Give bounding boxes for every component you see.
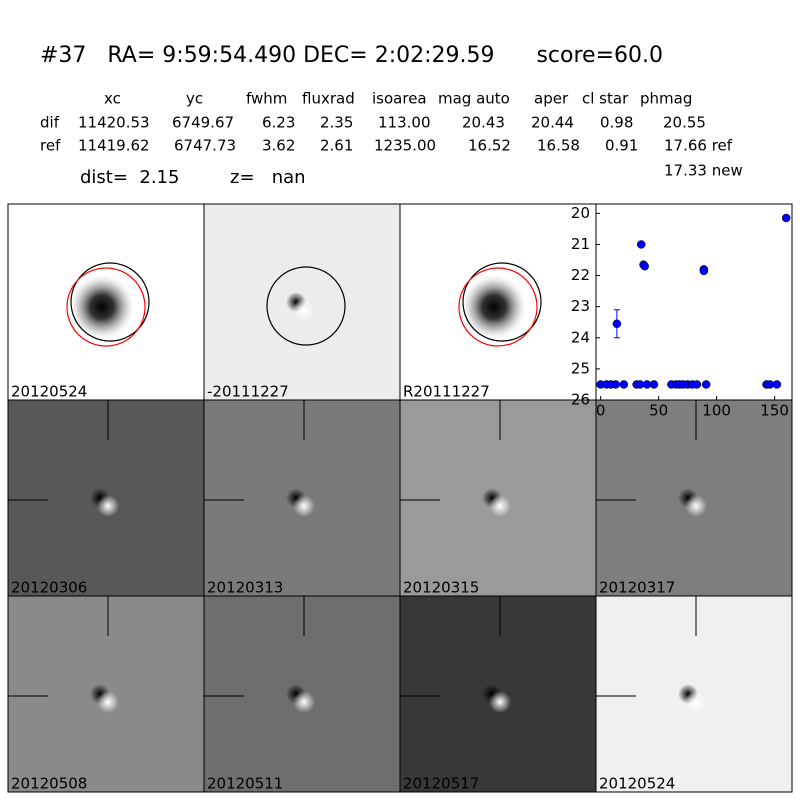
- aperture: [462, 262, 542, 342]
- x-tick-label: 0: [596, 402, 606, 420]
- dist: dist= 2.15: [80, 167, 179, 188]
- point: [699, 266, 709, 276]
- title: #37 RA= 9:59:54.490 DEC= 2:02:29.59 scor…: [40, 43, 663, 68]
- table-cell: 6749.67: [172, 114, 234, 132]
- table-cell: 20.44: [531, 114, 574, 132]
- point: [772, 380, 782, 389]
- panel-label: 20120313: [207, 579, 283, 597]
- aperture-ref: [66, 267, 146, 347]
- aperture: [266, 266, 346, 346]
- panel-label: 20120315: [403, 579, 479, 597]
- point: [619, 380, 629, 389]
- panel-label: 20120517: [403, 775, 479, 793]
- star: [460, 273, 528, 341]
- panel-label: 20120508: [11, 775, 87, 793]
- table-cell: 17.66 ref: [664, 137, 733, 155]
- residual-light: [97, 495, 119, 517]
- star: [68, 273, 136, 341]
- x-tick-label: 50: [649, 402, 668, 420]
- panel-label: R20111227: [403, 383, 490, 401]
- residual-light: [293, 495, 315, 517]
- panel-label: 20120524: [11, 383, 87, 401]
- table-cell: 2.61: [320, 137, 353, 155]
- y-tick-label: 22: [571, 266, 590, 284]
- column-header: phmag: [640, 90, 692, 108]
- table-cell: 16.52: [468, 137, 511, 155]
- panel-label: 20120511: [207, 775, 283, 793]
- table-cell: 16.58: [537, 137, 580, 155]
- column-header: fluxrad: [302, 90, 355, 108]
- row-label: dif: [40, 114, 60, 132]
- table-cell: 0.91: [605, 137, 638, 155]
- table-cell: 113.00: [378, 114, 431, 132]
- table-cell: 11419.62: [78, 137, 150, 155]
- panel-label: 20120524: [599, 775, 675, 793]
- residual-light: [293, 299, 315, 321]
- x-tick-label: 150: [760, 402, 789, 420]
- table-cell: 1235.00: [374, 137, 436, 155]
- point: [640, 261, 649, 271]
- point: [611, 380, 620, 389]
- residual-light: [685, 691, 707, 713]
- column-header: mag auto: [438, 90, 510, 108]
- table-cell: 20.55: [663, 114, 706, 132]
- y-tick-label: 23: [571, 297, 590, 315]
- table-cell: 6747.73: [174, 137, 236, 155]
- aperture: [70, 262, 150, 342]
- point: [701, 380, 711, 389]
- y-tick-label: 25: [571, 359, 590, 377]
- point: [692, 380, 702, 389]
- y-tick-label: 21: [571, 235, 590, 253]
- table-cell: 0.98: [600, 114, 633, 132]
- column-header: fwhm: [246, 90, 287, 108]
- column-header: aper: [534, 90, 569, 108]
- y-tick-label: 20: [571, 204, 590, 222]
- table-cell: 20.43: [462, 114, 505, 132]
- panel-label: -20111227: [207, 383, 289, 401]
- image-panel: [7, 595, 205, 793]
- residual-light: [489, 495, 511, 517]
- table-cell: 3.62: [262, 137, 295, 155]
- residual-light: [685, 495, 707, 517]
- y-tick-label: 24: [571, 328, 590, 346]
- plot-area: [595, 203, 793, 401]
- residual-light: [489, 691, 511, 713]
- column-header: yc: [186, 90, 203, 108]
- point: [781, 213, 791, 223]
- column-header: isoarea: [372, 90, 427, 108]
- row-label: ref: [40, 137, 61, 155]
- x-tick-label: 100: [702, 402, 731, 420]
- table-cell: 2.35: [320, 114, 353, 132]
- point: [612, 319, 622, 329]
- panel-label: 20120306: [11, 579, 87, 597]
- point: [649, 380, 659, 389]
- residual-light: [293, 691, 315, 713]
- phmag-new: 17.33 new: [664, 162, 743, 180]
- aperture-ref: [458, 267, 538, 347]
- y-tick-label: 26: [571, 391, 590, 409]
- column-header: cl star: [582, 90, 629, 108]
- column-header: xc: [104, 90, 121, 108]
- table-cell: 6.23: [262, 114, 295, 132]
- table-cell: 11420.53: [78, 114, 150, 132]
- panel-label: 20120317: [599, 579, 675, 597]
- z: z= nan: [230, 167, 306, 188]
- point: [636, 240, 646, 249]
- residual-light: [97, 691, 119, 713]
